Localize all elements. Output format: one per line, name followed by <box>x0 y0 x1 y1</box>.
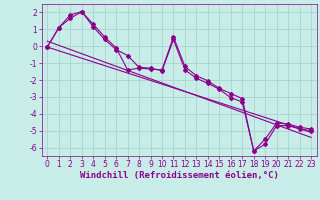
X-axis label: Windchill (Refroidissement éolien,°C): Windchill (Refroidissement éolien,°C) <box>80 171 279 180</box>
